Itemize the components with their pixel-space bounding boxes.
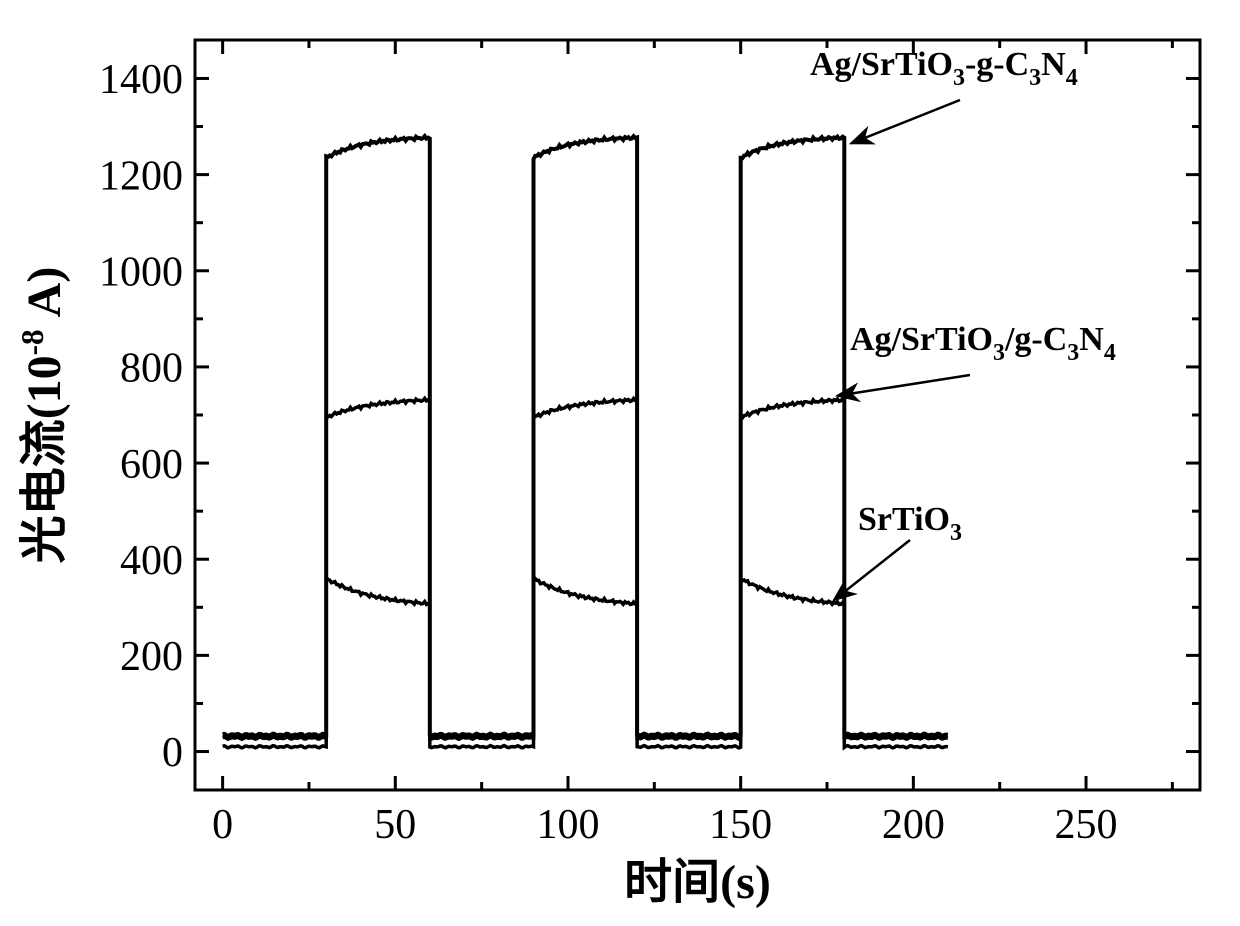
chart-svg: 0 50 100 150 200 250 0 200 400 600 800 1000 1200 1400… bbox=[0, 0, 1240, 926]
x-tick-label: 200 bbox=[882, 802, 945, 848]
y-tick-label: 0 bbox=[162, 730, 183, 776]
y-tick-label: 1000 bbox=[99, 249, 183, 295]
x-tick-label: 50 bbox=[374, 802, 416, 848]
annotation-label-agsrtio3_gc3n4_dash: Ag/SrTiO3-g-C3N4 bbox=[810, 46, 1078, 91]
annotation-label-agsrtio3_gc3n4_slash: Ag/SrTiO3/g-C3N4 bbox=[850, 321, 1116, 366]
series-agsrtio3_gc3n4_slash bbox=[223, 398, 948, 739]
y-tick-label: 200 bbox=[120, 634, 183, 680]
chart-container: 0 50 100 150 200 250 0 200 400 600 800 1000 1200 1400… bbox=[0, 0, 1240, 926]
x-tick-label: 250 bbox=[1055, 802, 1118, 848]
y-tick-label: 1200 bbox=[99, 153, 183, 199]
x-tick-label: 100 bbox=[536, 802, 599, 848]
x-tick-label: 150 bbox=[709, 802, 772, 848]
y-tick-label: 1400 bbox=[99, 57, 183, 103]
x-axis-title: 时间(s) bbox=[624, 856, 771, 909]
annotation-label-srtio3: SrTiO3 bbox=[858, 501, 962, 546]
y-tick-label: 400 bbox=[120, 538, 183, 584]
y-tick-label: 600 bbox=[120, 442, 183, 488]
x-tick-label: 0 bbox=[212, 802, 233, 848]
y-axis-title: 光电流(10-8 A) bbox=[15, 267, 72, 564]
series-srtio3 bbox=[223, 577, 948, 748]
y-tick-label: 800 bbox=[120, 346, 183, 392]
annotation-arrow-agsrtio3_gc3n4_slash bbox=[837, 375, 970, 396]
annotation-arrow-agsrtio3_gc3n4_dash bbox=[851, 100, 960, 143]
series-agsrtio3_gc3n4_dash bbox=[223, 136, 948, 736]
